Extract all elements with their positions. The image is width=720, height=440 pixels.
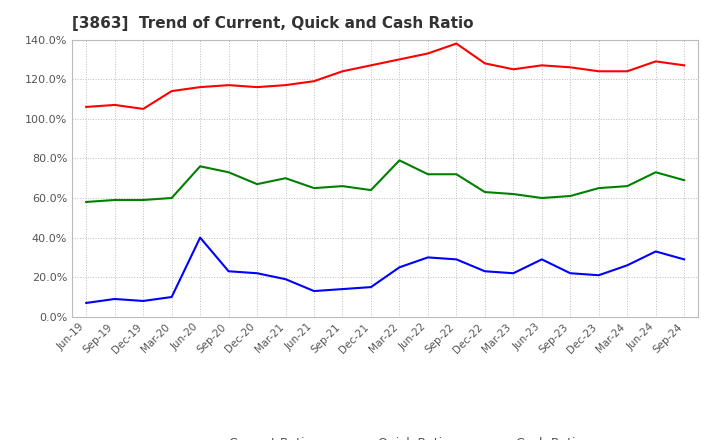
Cash Ratio xyxy=(196,235,204,240)
Quick Ratio xyxy=(366,187,375,193)
Current Ratio xyxy=(366,62,375,68)
Quick Ratio xyxy=(110,197,119,202)
Current Ratio xyxy=(338,69,347,74)
Quick Ratio xyxy=(595,186,603,191)
Current Ratio xyxy=(566,65,575,70)
Current Ratio xyxy=(310,78,318,84)
Quick Ratio xyxy=(139,197,148,202)
Current Ratio xyxy=(680,62,688,68)
Cash Ratio xyxy=(110,297,119,302)
Quick Ratio xyxy=(310,186,318,191)
Cash Ratio xyxy=(680,257,688,262)
Cash Ratio xyxy=(82,300,91,305)
Cash Ratio xyxy=(366,284,375,290)
Quick Ratio xyxy=(652,169,660,175)
Current Ratio xyxy=(225,82,233,88)
Text: [3863]  Trend of Current, Quick and Cash Ratio: [3863] Trend of Current, Quick and Cash … xyxy=(72,16,474,32)
Cash Ratio xyxy=(452,257,461,262)
Line: Cash Ratio: Cash Ratio xyxy=(86,238,684,303)
Cash Ratio xyxy=(395,264,404,270)
Cash Ratio xyxy=(480,268,489,274)
Quick Ratio xyxy=(566,193,575,198)
Quick Ratio xyxy=(196,164,204,169)
Quick Ratio xyxy=(623,183,631,189)
Quick Ratio xyxy=(395,158,404,163)
Quick Ratio xyxy=(537,195,546,201)
Cash Ratio xyxy=(623,263,631,268)
Current Ratio xyxy=(423,51,432,56)
Current Ratio xyxy=(452,41,461,46)
Cash Ratio xyxy=(338,286,347,292)
Quick Ratio xyxy=(423,172,432,177)
Legend: Current Ratio, Quick Ratio, Cash Ratio: Current Ratio, Quick Ratio, Cash Ratio xyxy=(182,432,588,440)
Cash Ratio xyxy=(225,268,233,274)
Current Ratio xyxy=(623,69,631,74)
Cash Ratio xyxy=(282,276,290,282)
Current Ratio xyxy=(395,57,404,62)
Current Ratio xyxy=(537,62,546,68)
Current Ratio xyxy=(480,61,489,66)
Current Ratio xyxy=(652,59,660,64)
Quick Ratio xyxy=(452,172,461,177)
Current Ratio xyxy=(509,66,518,72)
Current Ratio xyxy=(167,88,176,94)
Quick Ratio xyxy=(167,195,176,201)
Quick Ratio xyxy=(82,199,91,205)
Current Ratio xyxy=(253,84,261,90)
Cash Ratio xyxy=(423,255,432,260)
Cash Ratio xyxy=(652,249,660,254)
Quick Ratio xyxy=(338,183,347,189)
Cash Ratio xyxy=(167,294,176,300)
Current Ratio xyxy=(282,82,290,88)
Quick Ratio xyxy=(282,176,290,181)
Current Ratio xyxy=(196,84,204,90)
Line: Quick Ratio: Quick Ratio xyxy=(86,160,684,202)
Quick Ratio xyxy=(225,169,233,175)
Cash Ratio xyxy=(509,271,518,276)
Cash Ratio xyxy=(566,271,575,276)
Quick Ratio xyxy=(509,191,518,197)
Cash Ratio xyxy=(595,272,603,278)
Current Ratio xyxy=(595,69,603,74)
Quick Ratio xyxy=(480,189,489,194)
Quick Ratio xyxy=(253,181,261,187)
Current Ratio xyxy=(139,106,148,111)
Quick Ratio xyxy=(680,177,688,183)
Line: Current Ratio: Current Ratio xyxy=(86,44,684,109)
Cash Ratio xyxy=(537,257,546,262)
Current Ratio xyxy=(82,104,91,110)
Cash Ratio xyxy=(310,289,318,294)
Current Ratio xyxy=(110,102,119,107)
Cash Ratio xyxy=(253,271,261,276)
Cash Ratio xyxy=(139,298,148,304)
